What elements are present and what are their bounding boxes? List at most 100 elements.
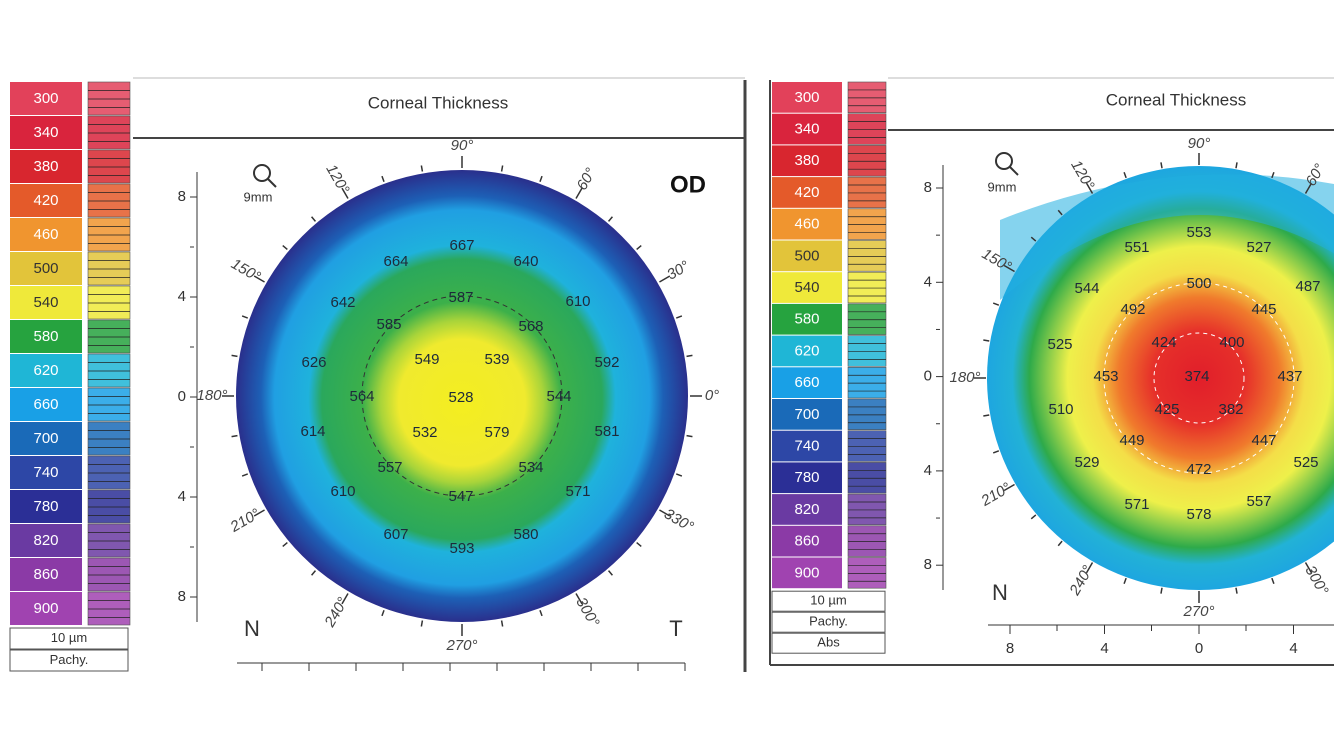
scale-label: 660 <box>794 374 819 391</box>
ring-tick <box>253 509 265 517</box>
thickness-value: 642 <box>330 294 355 311</box>
ring-tick <box>575 187 583 199</box>
scale-label: 540 <box>33 294 58 311</box>
ring-tick <box>607 570 613 576</box>
thickness-value: 593 <box>449 540 474 557</box>
scale-swatch <box>772 494 842 525</box>
scale-swatch <box>10 592 82 625</box>
angle-label: 330° <box>661 505 696 535</box>
scale-swatch <box>772 303 842 335</box>
nasal-label: N <box>244 616 260 641</box>
ring-tick <box>1030 514 1037 520</box>
ring-tick <box>1085 562 1094 574</box>
thickness-value: 447 <box>1251 432 1276 449</box>
scale-box-label: 10 µm <box>51 630 87 645</box>
angle-label: 150° <box>228 255 263 285</box>
scale-box <box>771 632 886 654</box>
ring-tick <box>341 187 349 199</box>
thickness-value: 525 <box>1293 454 1318 471</box>
y-tick-label: 8 <box>178 188 186 205</box>
angle-label: 180° <box>949 369 980 386</box>
scale-stripe <box>87 285 131 320</box>
scale-stripe <box>847 430 887 462</box>
scale-label: 860 <box>33 566 58 583</box>
thickness-value: 472 <box>1186 461 1211 478</box>
thickness-value: 571 <box>565 483 590 500</box>
scale-swatch <box>10 82 82 115</box>
scale-stripe <box>87 523 131 558</box>
thickness-value: 492 <box>1120 301 1145 318</box>
ring-tick <box>1057 540 1063 547</box>
scale-box <box>9 627 129 650</box>
scale-label: 300 <box>33 90 58 107</box>
scale-box <box>771 611 886 633</box>
ring-tick <box>231 434 238 438</box>
scale-label: 420 <box>794 184 819 201</box>
scale-stripe <box>847 525 887 557</box>
scale-stripe <box>847 493 887 526</box>
scale-stripe <box>847 81 887 114</box>
ring-tick <box>1003 483 1015 492</box>
scale-swatch <box>772 367 842 398</box>
thickness-value: 564 <box>349 388 374 405</box>
scale-stripe <box>847 113 887 145</box>
dashed-zone <box>361 295 563 497</box>
ring-tick <box>659 509 671 517</box>
thickness-value: 551 <box>1124 239 1149 256</box>
angle-label: 300° <box>1301 563 1331 598</box>
ring-tick <box>686 354 693 358</box>
ring-tick <box>420 165 424 172</box>
scale-label: 860 <box>794 533 819 550</box>
scale-swatch <box>10 558 82 591</box>
scale-label: 460 <box>33 226 58 243</box>
ring-tick <box>539 175 543 183</box>
scale-stripe <box>847 303 887 335</box>
scale-label: 900 <box>794 564 819 581</box>
scale-swatch <box>772 272 842 303</box>
scale-label: 900 <box>33 600 58 617</box>
scale-swatch <box>10 320 82 353</box>
scale-label: 740 <box>33 464 58 481</box>
ring-tick <box>311 216 317 222</box>
thickness-value: 581 <box>594 423 619 440</box>
angle-label: 300° <box>572 595 602 630</box>
scale-label: 380 <box>794 152 819 169</box>
thickness-value: 580 <box>513 526 538 543</box>
scale-label: 500 <box>33 260 58 277</box>
ring-tick <box>992 302 1000 306</box>
ring-tick <box>636 541 642 547</box>
scale-swatch <box>10 218 82 251</box>
ring-tick <box>607 216 613 222</box>
ring-tick <box>231 354 238 358</box>
scale-label: 700 <box>794 406 819 423</box>
scale-label: 340 <box>794 121 819 138</box>
angle-label: 180° <box>196 387 227 404</box>
scale-label: 740 <box>794 438 819 455</box>
angle-label: 270° <box>1182 603 1214 620</box>
scale-stripe <box>87 489 131 524</box>
scale-swatch <box>772 177 842 208</box>
ring-tick <box>1123 171 1127 179</box>
scale-label: 780 <box>33 498 58 515</box>
thickness-value: 437 <box>1277 368 1302 385</box>
scale-swatch <box>10 286 82 319</box>
angle-label: 0° <box>705 387 719 404</box>
scale-box <box>771 590 886 612</box>
thickness-value: 585 <box>376 316 401 333</box>
scale-label: 420 <box>33 192 58 209</box>
scale-swatch <box>10 184 82 217</box>
scale-swatch <box>772 82 842 113</box>
thickness-value: 445 <box>1251 301 1276 318</box>
scale-swatch <box>10 456 82 489</box>
thickness-value: 557 <box>1246 493 1271 510</box>
scale-stripe <box>847 398 887 431</box>
ring-tick <box>381 175 385 183</box>
scale-swatch <box>772 240 842 272</box>
ring-tick <box>575 593 583 605</box>
scale-swatch <box>10 524 82 557</box>
angle-label: 210° <box>978 479 1014 510</box>
ring-tick <box>420 620 424 627</box>
angle-label: 90° <box>451 137 474 154</box>
scale-stripe <box>847 271 887 304</box>
